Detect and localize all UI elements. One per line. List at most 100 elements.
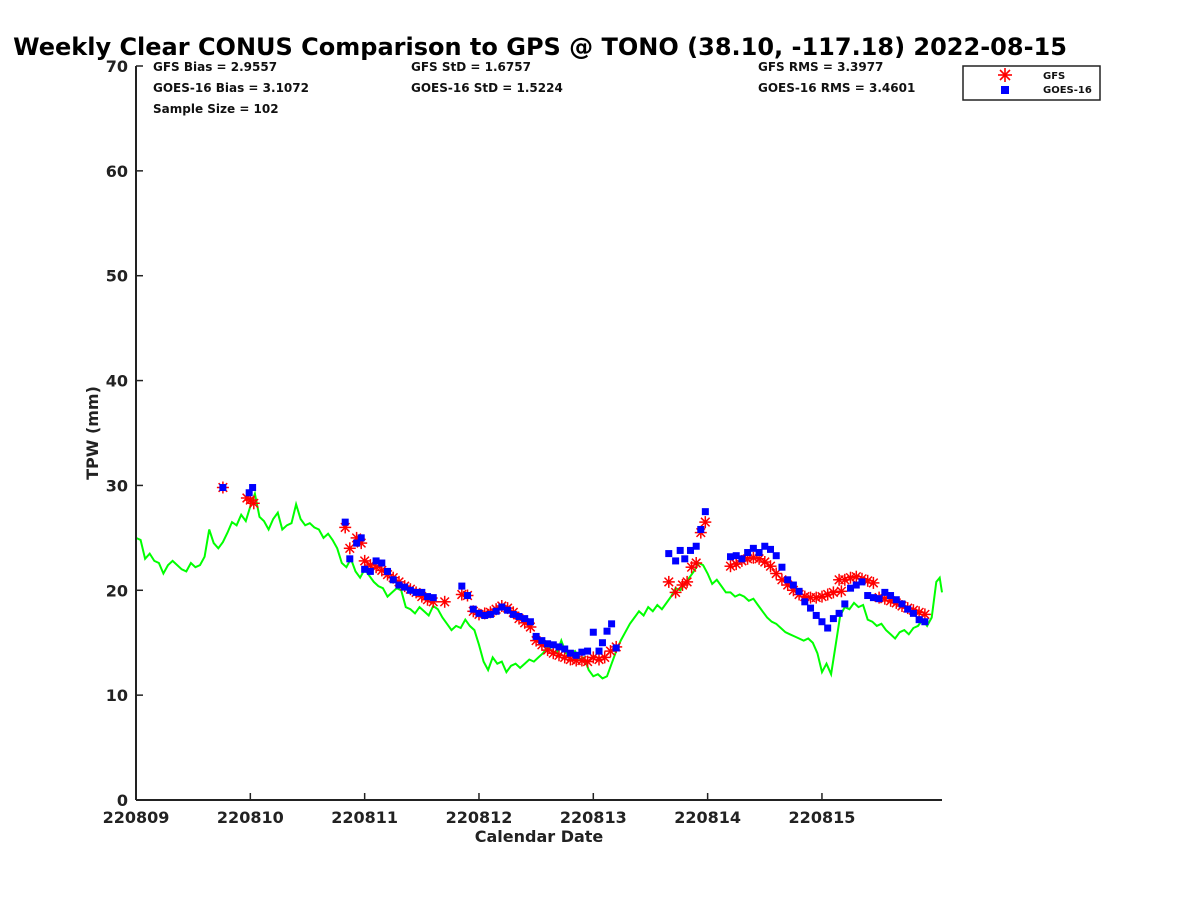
- goes-point: [346, 555, 354, 563]
- goes-point: [401, 583, 409, 591]
- goes-point: [744, 549, 752, 557]
- goes-point: [686, 546, 694, 554]
- goes-point: [749, 544, 757, 552]
- goes-point: [612, 644, 620, 652]
- y-axis-label: TPW (mm): [83, 386, 102, 480]
- gfs-std-text: GFS StD = 1.6757: [411, 60, 531, 74]
- goes-point: [464, 592, 472, 600]
- goes-point: [847, 584, 855, 592]
- goes-point: [361, 565, 369, 573]
- goes-point: [921, 618, 929, 626]
- goes-point: [589, 628, 597, 636]
- x-tick-label: 220813: [560, 808, 627, 827]
- goes-point: [784, 576, 792, 584]
- y-tick-label: 60: [106, 162, 128, 181]
- goes-point: [841, 600, 849, 608]
- goes-point: [755, 549, 763, 557]
- gfs-point: [690, 557, 703, 569]
- gfs-bias-text: GFS Bias = 2.9557: [153, 60, 277, 74]
- goes-point: [458, 582, 466, 590]
- goes-point: [772, 552, 780, 560]
- y-tick-label: 40: [106, 372, 128, 391]
- goes-std-text: GOES-16 StD = 1.5224: [411, 81, 563, 95]
- goes-point: [665, 550, 673, 558]
- goes-point: [584, 647, 592, 655]
- goes-point: [384, 567, 392, 575]
- goes-point: [572, 651, 580, 659]
- goes-point: [778, 563, 786, 571]
- goes-point: [504, 606, 512, 614]
- goes-point: [801, 598, 809, 606]
- goes-point: [701, 508, 709, 516]
- y-tick-label: 70: [106, 57, 128, 76]
- goes-point: [561, 645, 569, 653]
- goes-point: [672, 557, 680, 565]
- gps-series-layer: [135, 490, 943, 680]
- goes-point: [732, 552, 740, 560]
- legend-goes-label: GOES-16: [1043, 85, 1092, 96]
- sample-size-text: Sample Size = 102: [153, 102, 279, 116]
- y-tick-label: 0: [117, 791, 128, 810]
- gfs-point: [867, 576, 880, 589]
- goes-point: [869, 594, 877, 602]
- goes-point: [544, 640, 552, 648]
- goes-point: [887, 592, 895, 600]
- goes-point: [378, 559, 386, 567]
- gfs-rms-text: GFS RMS = 3.3977: [758, 60, 883, 74]
- legend-goes-marker: [1001, 86, 1009, 94]
- goes-point: [892, 596, 900, 604]
- y-tick-label: 30: [106, 476, 128, 495]
- x-tick-label: 220815: [789, 808, 856, 827]
- goes-point: [469, 605, 477, 613]
- goes-point: [498, 603, 506, 611]
- gfs-point: [699, 516, 712, 529]
- goes-point: [521, 615, 529, 623]
- goes-point: [864, 592, 872, 600]
- goes-point: [852, 581, 860, 589]
- legend-box: [962, 65, 1101, 101]
- x-tick-label: 220814: [674, 808, 741, 827]
- goes-point: [555, 643, 563, 651]
- goes-point: [424, 593, 432, 601]
- goes-point: [829, 615, 837, 623]
- goes-point: [697, 525, 705, 533]
- goes-point: [245, 489, 253, 497]
- goes-point: [429, 594, 437, 602]
- x-ticks: 220809 220810 220811 220812 220813 220814 2208…: [103, 793, 856, 827]
- goes-point: [566, 649, 574, 657]
- goes-point: [249, 484, 257, 492]
- legend-gfs-label: GFS: [1043, 71, 1065, 82]
- goes-point: [486, 610, 494, 618]
- gfs-point: [343, 542, 356, 555]
- goes-series-layer: [219, 484, 929, 659]
- goes-point: [532, 632, 540, 640]
- goes-point: [608, 620, 616, 628]
- legend-gfs-marker: [998, 68, 1012, 82]
- goes-point: [357, 534, 365, 542]
- goes-point: [875, 595, 883, 603]
- goes-point: [598, 639, 606, 647]
- goes-point: [761, 542, 769, 550]
- goes-point: [807, 604, 815, 612]
- gfs-point: [438, 595, 451, 608]
- goes-point: [475, 609, 483, 617]
- stats-block: GFS Bias = 2.9557 GOES-16 Bias = 3.1072 …: [153, 60, 915, 116]
- axes: [135, 66, 942, 801]
- gfs-point: [662, 575, 675, 588]
- goes-bias-text: GOES-16 Bias = 3.1072: [153, 81, 309, 95]
- x-axis-label: Calendar Date: [475, 827, 604, 846]
- goes-point: [881, 588, 889, 596]
- goes-point: [767, 545, 775, 553]
- goes-point: [676, 546, 684, 554]
- goes-point: [492, 607, 500, 615]
- goes-point: [481, 611, 489, 619]
- gfs-series-layer: [216, 481, 931, 668]
- goes-point: [681, 555, 689, 563]
- goes-point: [726, 553, 734, 561]
- goes-point: [509, 610, 517, 618]
- y-tick-label: 50: [106, 267, 128, 286]
- goes-point: [406, 586, 414, 594]
- y-tick-label: 10: [106, 686, 128, 705]
- goes-point: [341, 518, 349, 526]
